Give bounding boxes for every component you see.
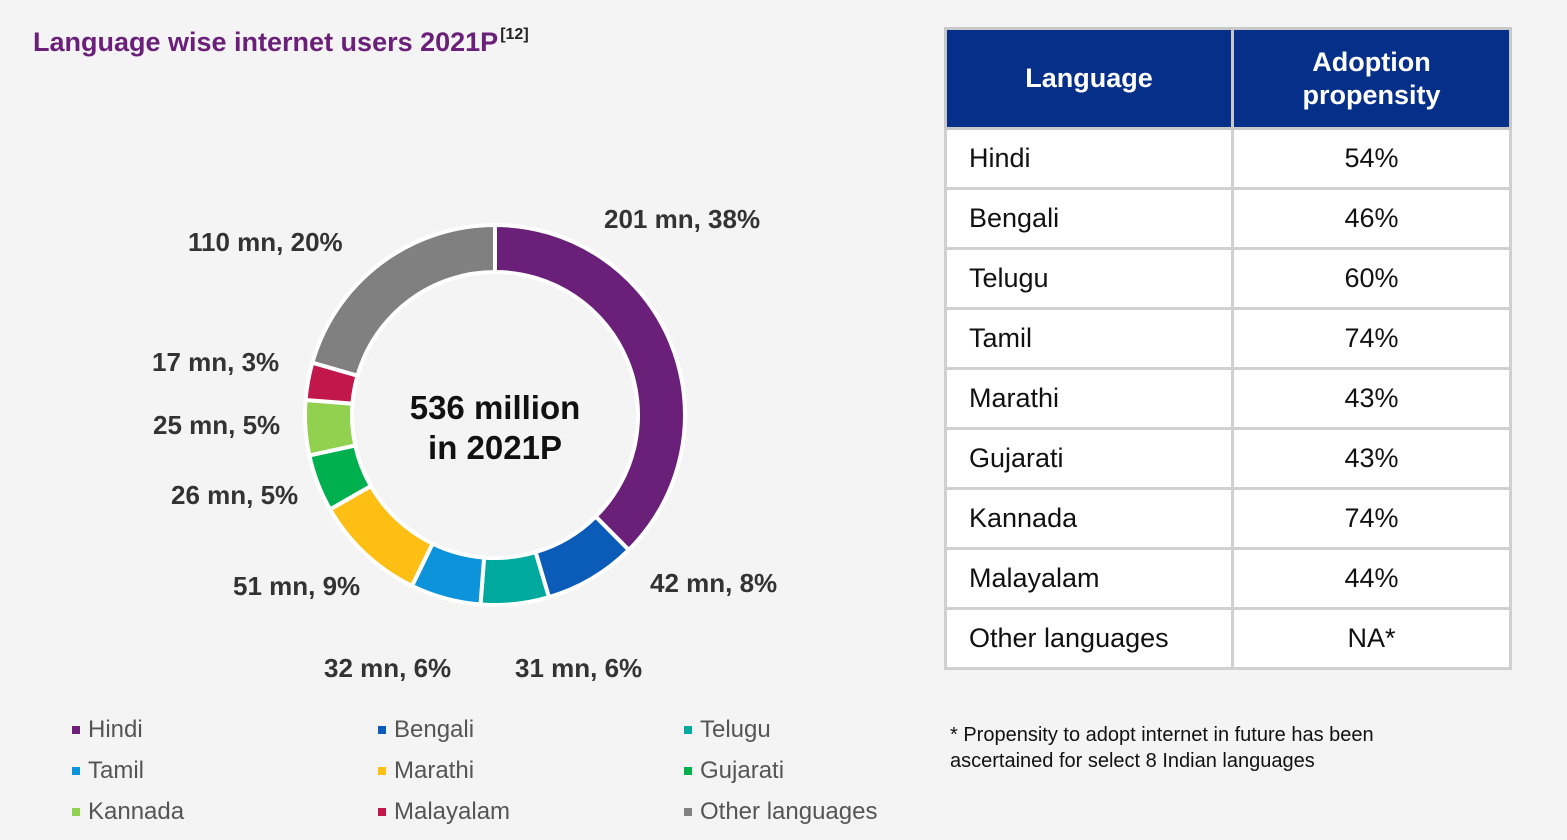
center-line-2: in 2021P (428, 429, 562, 466)
table-row: Other languages NA* (944, 607, 1512, 670)
cell-propensity: 43% (1231, 367, 1512, 430)
data-label-marathi: 51 mn, 9% (233, 571, 361, 601)
cell-language: Gujarati (944, 427, 1234, 490)
legend-item-gujarati: Gujarati (684, 757, 784, 785)
title-reference: [12] (500, 26, 529, 43)
legend-item-tamil: Tamil (72, 757, 144, 785)
table-row: Telugu 60% (944, 247, 1512, 310)
data-label-kannada: 25 mn, 5% (153, 410, 281, 440)
cell-propensity: 43% (1231, 427, 1512, 490)
cell-language: Hindi (944, 127, 1234, 190)
cell-propensity: 46% (1231, 187, 1512, 250)
donut-slice-kannada (303, 397, 358, 458)
cell-language: Other languages (944, 607, 1234, 670)
data-label-malayalam: 17 mn, 3% (152, 347, 280, 377)
chart-title: Language wise internet users 2021P [12] (33, 26, 529, 57)
footnote: * Propensity to adopt internet in future… (950, 724, 1374, 772)
legend-swatch (72, 808, 80, 816)
header-adoption-propensity: Adoption propensity (1231, 27, 1512, 130)
legend-item-hindi: Hindi (72, 716, 143, 744)
legend-item-malayalam: Malayalam (378, 798, 510, 826)
data-label-gujarati: 26 mn, 5% (171, 480, 299, 510)
cell-language: Bengali (944, 187, 1234, 250)
cell-language: Kannada (944, 487, 1234, 550)
legend-item-telugu: Telugu (684, 716, 771, 744)
legend-swatch (378, 808, 386, 816)
table-row: Kannada 74% (944, 487, 1512, 550)
table-row: Bengali 46% (944, 187, 1512, 250)
legend-swatch (378, 767, 386, 775)
data-label-hindi: 201 mn, 38% (604, 204, 761, 234)
donut-center-label: 536 million in 2021P (395, 388, 595, 468)
table-header-row: Language Adoption propensity (944, 27, 1512, 130)
cell-propensity: NA* (1231, 607, 1512, 670)
legend-swatch (72, 767, 80, 775)
header-language: Language (944, 27, 1234, 130)
table-row: Tamil 74% (944, 307, 1512, 370)
donut-slice-other-languages (309, 222, 497, 379)
legend-item-kannada: Kannada (72, 798, 184, 826)
donut-chart (303, 222, 687, 607)
donut-slice-telugu (478, 549, 552, 607)
legend-swatch (684, 808, 692, 816)
table-row: Gujarati 43% (944, 427, 1512, 490)
data-label-bengali: 42 mn, 8% (650, 568, 778, 598)
legend-swatch (684, 767, 692, 775)
cell-propensity: 54% (1231, 127, 1512, 190)
data-label-other: 110 mn, 20% (188, 227, 343, 257)
legend-item-other: Other languages (684, 798, 877, 826)
center-line-1: 536 million (409, 389, 581, 426)
legend-swatch (72, 726, 80, 734)
data-label-tamil: 32 mn, 6% (324, 653, 452, 683)
cell-propensity: 74% (1231, 307, 1512, 370)
cell-language: Marathi (944, 367, 1234, 430)
cell-language: Telugu (944, 247, 1234, 310)
cell-language: Malayalam (944, 547, 1234, 610)
data-label-telugu: 31 mn, 6% (515, 653, 643, 683)
legend-swatch (684, 726, 692, 734)
cell-propensity: 74% (1231, 487, 1512, 550)
legend-swatch (378, 726, 386, 734)
adoption-propensity-table: Language Adoption propensity Hindi 54% Be… (944, 27, 1512, 670)
cell-language: Tamil (944, 307, 1234, 370)
table-row: Hindi 54% (944, 127, 1512, 190)
cell-propensity: 60% (1231, 247, 1512, 310)
legend-item-bengali: Bengali (378, 716, 474, 744)
cell-propensity: 44% (1231, 547, 1512, 610)
table-row: Marathi 43% (944, 367, 1512, 430)
legend-item-marathi: Marathi (378, 757, 474, 785)
table-row: Malayalam 44% (944, 547, 1512, 610)
donut-slice-hindi (493, 222, 687, 553)
